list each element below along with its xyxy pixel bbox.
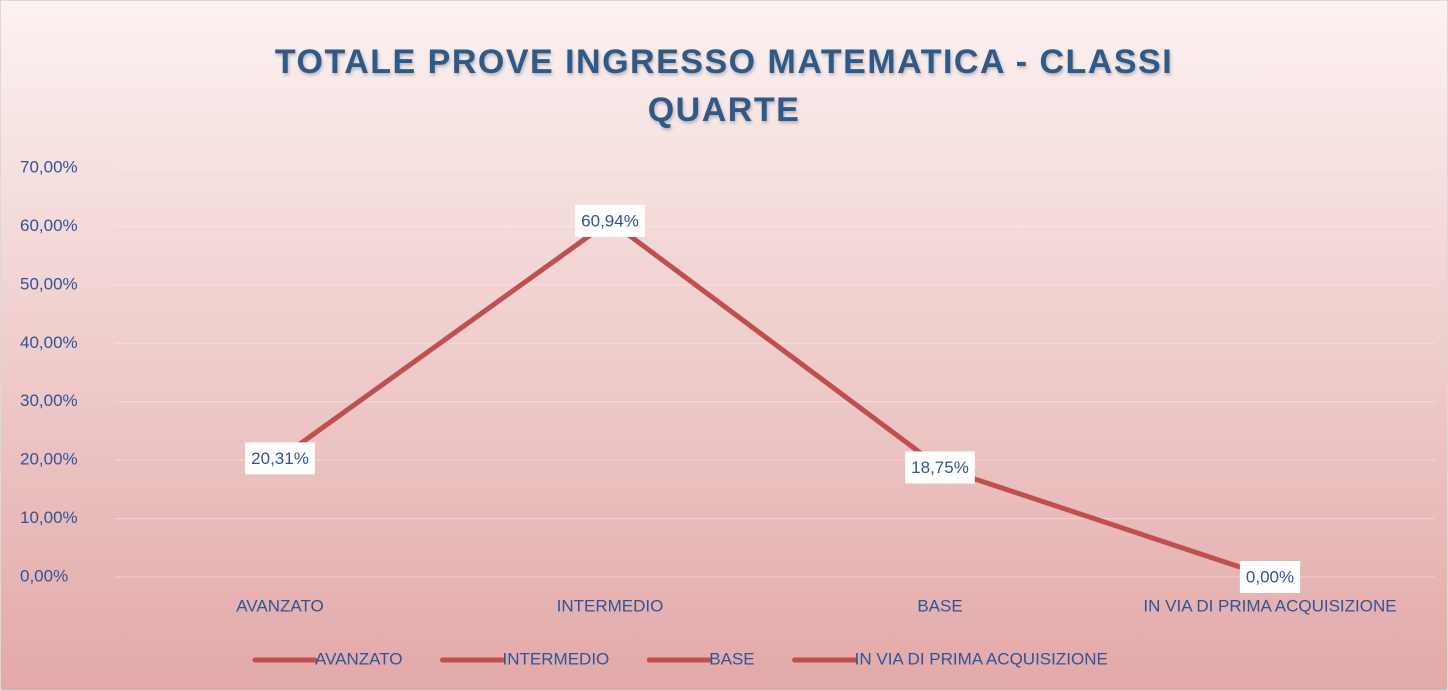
legend-label: IN VIA DI PRIMA ACQUISIZIONE: [855, 649, 1108, 668]
x-tick-label: IN VIA DI PRIMA ACQUISIZIONE: [1143, 596, 1396, 615]
data-label: 18,75%: [911, 458, 969, 477]
y-tick-label: 10,00%: [20, 508, 78, 527]
y-tick-label: 20,00%: [20, 450, 78, 469]
y-tick-label: 30,00%: [20, 391, 78, 410]
x-tick-label: AVANZATO: [236, 596, 324, 615]
legend-label: AVANZATO: [315, 649, 403, 668]
data-label-box: [1239, 561, 1301, 593]
x-tick-label: INTERMEDIO: [557, 596, 664, 615]
y-tick-label: 60,00%: [20, 216, 78, 235]
chart-title: TOTALE PROVE INGRESSO MATEMATICA - CLASS…: [274, 43, 1174, 129]
y-tick-label: 0,00%: [20, 566, 68, 585]
data-label: 0,00%: [1246, 567, 1294, 586]
y-tick-label: 50,00%: [20, 274, 78, 293]
legend-label: BASE: [709, 649, 754, 668]
legend-label: INTERMEDIO: [503, 649, 610, 668]
y-tick-label: 70,00%: [20, 157, 78, 176]
data-label-box: [575, 204, 645, 237]
data-label: 60,94%: [581, 211, 639, 230]
data-label: 20,31%: [251, 449, 309, 468]
data-label-box: [905, 451, 975, 484]
x-tick-label: BASE: [917, 596, 962, 615]
y-tick-label: 40,00%: [20, 333, 78, 352]
line: [278, 218, 1271, 580]
data-label-box: [245, 442, 315, 475]
